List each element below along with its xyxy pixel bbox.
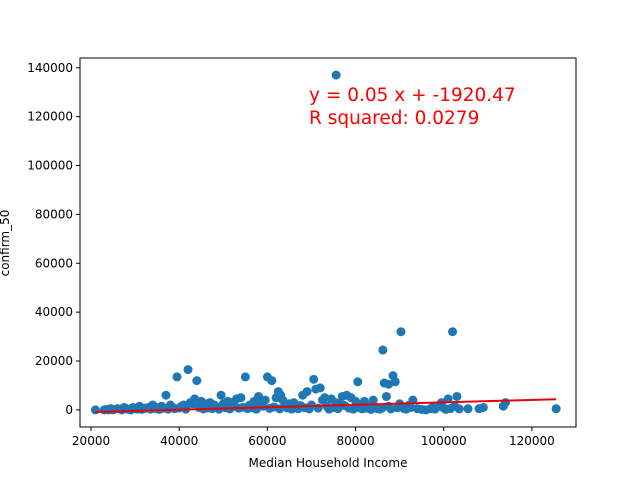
data-point: [381, 391, 391, 401]
data-point: [161, 390, 171, 400]
data-point: [452, 391, 462, 401]
y-tick-label: 100000: [27, 159, 73, 173]
data-point: [240, 372, 250, 382]
data-point: [396, 327, 406, 337]
data-point: [183, 365, 193, 375]
data-point: [478, 402, 488, 412]
y-axis-label: confirm_50: [0, 210, 12, 277]
data-point: [390, 377, 400, 387]
y-tick-label: 0: [65, 403, 73, 417]
y-tick-label: 140000: [27, 61, 73, 75]
y-tick-label: 120000: [27, 110, 73, 124]
r-squared-label: R squared: 0.0279: [309, 108, 479, 129]
data-point: [271, 393, 281, 403]
data-point: [417, 404, 427, 414]
x-tick-label: 80000: [336, 434, 374, 448]
y-tick-label: 60000: [35, 256, 73, 270]
y-tick-label: 20000: [35, 354, 73, 368]
x-tick-label: 60000: [248, 434, 286, 448]
data-point: [315, 383, 325, 393]
data-point: [192, 376, 202, 386]
y-tick-label: 40000: [35, 305, 73, 319]
data-point: [454, 404, 464, 414]
data-point: [216, 390, 226, 400]
data-point: [298, 390, 308, 400]
data-point: [463, 404, 473, 414]
data-point: [90, 405, 100, 415]
data-point: [448, 327, 458, 337]
data-point: [392, 403, 402, 413]
regression-line: [95, 398, 557, 414]
plot-area-frame: [79, 57, 577, 428]
data-point: [498, 401, 508, 411]
data-point: [99, 405, 109, 415]
x-axis-label: Median Household Income: [249, 456, 408, 470]
y-axis-ticks: 0 20000 40000 60000 80000 100000 120000 140000: [27, 61, 80, 417]
data-point: [309, 374, 319, 384]
data-point: [172, 372, 182, 382]
data-point: [123, 404, 133, 414]
data-point: [551, 404, 561, 414]
data-point: [331, 70, 341, 80]
x-tick-label: 20000: [72, 434, 110, 448]
data-point: [378, 345, 388, 355]
data-point: [441, 404, 451, 414]
data-point: [443, 394, 453, 404]
x-tick-label: 100000: [421, 434, 467, 448]
x-tick-label: 40000: [160, 434, 198, 448]
data-point: [430, 404, 440, 414]
data-point: [267, 376, 277, 386]
y-tick-label: 80000: [35, 207, 73, 221]
regression-line-layer: [95, 398, 557, 414]
x-axis-ticks: 20000 40000 60000 80000 100000 120000: [72, 427, 555, 448]
x-tick-label: 120000: [509, 434, 555, 448]
regression-equation: y = 0.05 x + -1920.47: [309, 85, 516, 106]
data-point: [353, 377, 363, 387]
